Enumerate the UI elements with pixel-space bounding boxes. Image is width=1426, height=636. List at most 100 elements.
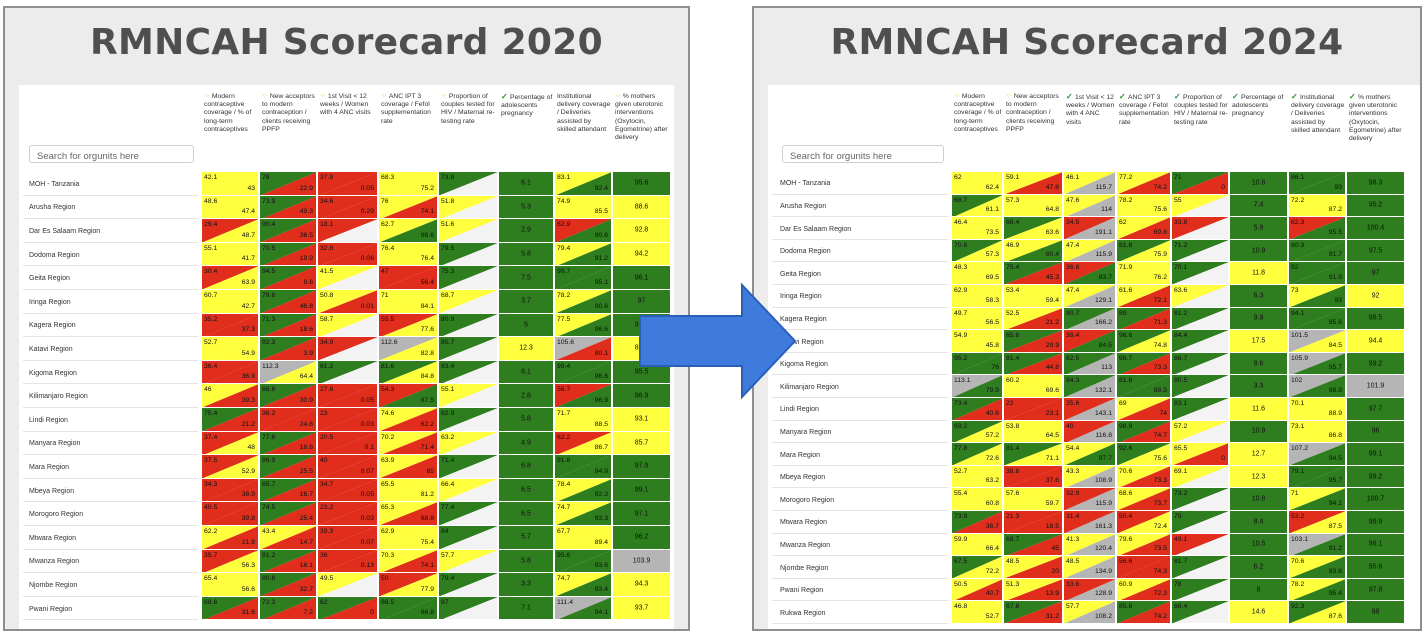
- score-cell[interactable]: 65.3 68.8: [379, 502, 438, 526]
- region-name[interactable]: Mbeya Region: [29, 487, 75, 495]
- score-cell[interactable]: 5.7: [499, 526, 554, 550]
- score-cell[interactable]: 107.2 94.5: [1289, 443, 1346, 466]
- score-cell[interactable]: 79: [1172, 511, 1229, 534]
- score-cell[interactable]: 7.1: [499, 596, 554, 621]
- score-cell[interactable]: 103.1 91.2: [1289, 533, 1346, 557]
- score-cell[interactable]: 95.6 93.6: [555, 549, 612, 574]
- score-cell[interactable]: 35.7 56.3: [202, 549, 259, 574]
- score-cell[interactable]: 6.1: [499, 360, 554, 385]
- score-cell[interactable]: 97.9: [613, 455, 671, 479]
- score-cell[interactable]: 77.4: [439, 502, 498, 526]
- score-cell[interactable]: 46.4 73.5: [952, 217, 1003, 240]
- score-cell[interactable]: 43.3 108.9: [1064, 465, 1116, 489]
- region-name[interactable]: Mwanza Region: [780, 541, 831, 549]
- score-cell[interactable]: 79.1 95.7: [1289, 465, 1346, 489]
- score-cell[interactable]: 94.5 9.6: [260, 266, 317, 290]
- region-name[interactable]: Manyara Region: [780, 428, 832, 436]
- score-cell[interactable]: 79.6 73.5: [1117, 533, 1171, 557]
- score-cell[interactable]: 90.4 36.5: [260, 219, 317, 243]
- region-name[interactable]: Dar Es Salaam Region: [29, 228, 101, 235]
- score-cell[interactable]: 50 77.9: [379, 573, 438, 597]
- score-cell[interactable]: 61.6 72.1: [1117, 285, 1171, 308]
- score-cell[interactable]: 80.7 166.2: [1064, 307, 1116, 331]
- score-cell[interactable]: 70.1: [1172, 262, 1229, 285]
- region-name[interactable]: Kigoma Region: [780, 361, 828, 369]
- score-cell[interactable]: 55: [1172, 194, 1229, 218]
- score-cell[interactable]: 85.7: [613, 431, 671, 456]
- score-cell[interactable]: 68.3 75.2: [379, 172, 438, 196]
- score-cell[interactable]: 52.7 54.9: [202, 337, 259, 361]
- score-cell[interactable]: 96.2: [613, 526, 671, 550]
- score-cell[interactable]: 53.2 87.5: [1289, 511, 1346, 534]
- score-cell[interactable]: 95.2: [1347, 194, 1405, 218]
- region-name[interactable]: Mwanza Region: [29, 558, 80, 566]
- score-cell[interactable]: 3.3: [1230, 375, 1288, 398]
- score-cell[interactable]: 98.1: [1347, 533, 1405, 557]
- score-cell[interactable]: 50.4 72.4: [1117, 511, 1171, 534]
- region-name[interactable]: Geita Region: [780, 270, 821, 278]
- score-cell[interactable]: 49.1: [1172, 533, 1229, 557]
- score-cell[interactable]: 8.4: [1230, 511, 1288, 534]
- score-cell[interactable]: 35.2 37.3: [202, 313, 259, 338]
- region-name[interactable]: Mara Region: [29, 464, 70, 471]
- score-cell[interactable]: 96.6 74.8: [1117, 330, 1171, 353]
- score-cell[interactable]: 66.4: [439, 478, 498, 503]
- score-cell[interactable]: 10.9: [1230, 239, 1288, 263]
- region-name[interactable]: Lindi Region: [780, 406, 819, 414]
- score-cell[interactable]: 23 0.03: [318, 408, 378, 432]
- column-header[interactable]: ⁘ Modern contraceptive coverage / % of l…: [954, 85, 1002, 169]
- score-cell[interactable]: 38.8 37.6: [1004, 465, 1063, 489]
- score-cell[interactable]: 112.3 64.4: [260, 360, 317, 385]
- column-header[interactable]: ⁘ % mothers given uterotonic interventio…: [615, 85, 670, 169]
- score-cell[interactable]: 92.8: [613, 219, 671, 243]
- region-name[interactable]: Pwani Region: [780, 587, 824, 595]
- score-cell[interactable]: 5.8: [499, 408, 554, 432]
- score-cell[interactable]: 40.5 39.8: [202, 502, 259, 526]
- score-cell[interactable]: 88.4: [1172, 601, 1229, 624]
- score-cell[interactable]: 55.4 60.8: [952, 488, 1003, 511]
- score-cell[interactable]: 32.8 0.06: [318, 242, 378, 267]
- score-cell[interactable]: 70.2 71.4: [379, 431, 438, 456]
- score-cell[interactable]: 48.6 47.4: [202, 195, 259, 220]
- score-cell[interactable]: 70.6 57.3: [952, 239, 1003, 263]
- score-cell[interactable]: 61.2: [318, 360, 378, 385]
- score-cell[interactable]: 6.1: [499, 172, 554, 196]
- score-cell[interactable]: 62 0: [318, 596, 378, 621]
- score-cell[interactable]: 52.5 21.2: [1004, 307, 1063, 331]
- score-cell[interactable]: 111.4 94.1: [555, 596, 612, 621]
- score-cell[interactable]: 65.7 16.7: [260, 478, 317, 503]
- score-cell[interactable]: 71 0: [1172, 172, 1229, 195]
- region-name[interactable]: Katavi Region: [780, 338, 824, 346]
- score-cell[interactable]: 94.4: [1347, 330, 1405, 353]
- score-cell[interactable]: 62.3 95.5: [1289, 217, 1346, 240]
- score-cell[interactable]: 84.4: [1172, 330, 1229, 353]
- score-cell[interactable]: 10.8: [1230, 488, 1288, 511]
- score-cell[interactable]: 77.5 96.6: [555, 313, 612, 338]
- score-cell[interactable]: 34.5 191.1: [1064, 217, 1116, 240]
- score-cell[interactable]: 49.7 56.5: [952, 307, 1003, 331]
- score-cell[interactable]: 73.4 40.6: [952, 398, 1003, 421]
- score-cell[interactable]: 71.7 88.5: [555, 408, 612, 432]
- score-cell[interactable]: 71 94.1: [1289, 488, 1346, 511]
- score-cell[interactable]: 67.8 31.2: [1004, 601, 1063, 624]
- score-cell[interactable]: 57.7 108.2: [1064, 601, 1116, 624]
- score-cell[interactable]: 63.2: [439, 431, 498, 456]
- score-cell[interactable]: 92 91.9: [1289, 262, 1346, 285]
- score-cell[interactable]: 51.3 13.9: [1004, 578, 1063, 602]
- score-cell[interactable]: 56.6 74.3: [1117, 556, 1171, 579]
- score-cell[interactable]: 31.4 161.3: [1064, 511, 1116, 534]
- score-cell[interactable]: 96.9 25.5: [260, 455, 317, 479]
- score-cell[interactable]: 98: [1347, 601, 1405, 624]
- score-cell[interactable]: 98.7 73.3: [1117, 352, 1171, 376]
- region-name[interactable]: Dodoma Region: [780, 248, 831, 256]
- score-cell[interactable]: 4.9: [499, 431, 554, 456]
- score-cell[interactable]: 46.9 80.4: [1004, 239, 1063, 263]
- score-cell[interactable]: 73.9 38.7: [952, 511, 1003, 534]
- score-cell[interactable]: 94.1 95.6: [1289, 307, 1346, 331]
- score-cell[interactable]: 72.2 87.2: [1289, 194, 1346, 218]
- region-name[interactable]: Njombe Region: [29, 582, 78, 589]
- score-cell[interactable]: 72.3 7.2: [260, 596, 317, 621]
- column-header[interactable]: ⁘ New acceptors to modern contraception …: [262, 85, 316, 169]
- score-cell[interactable]: 98.9 74.7: [1117, 420, 1171, 444]
- score-cell[interactable]: 53.4 59.4: [1004, 285, 1063, 308]
